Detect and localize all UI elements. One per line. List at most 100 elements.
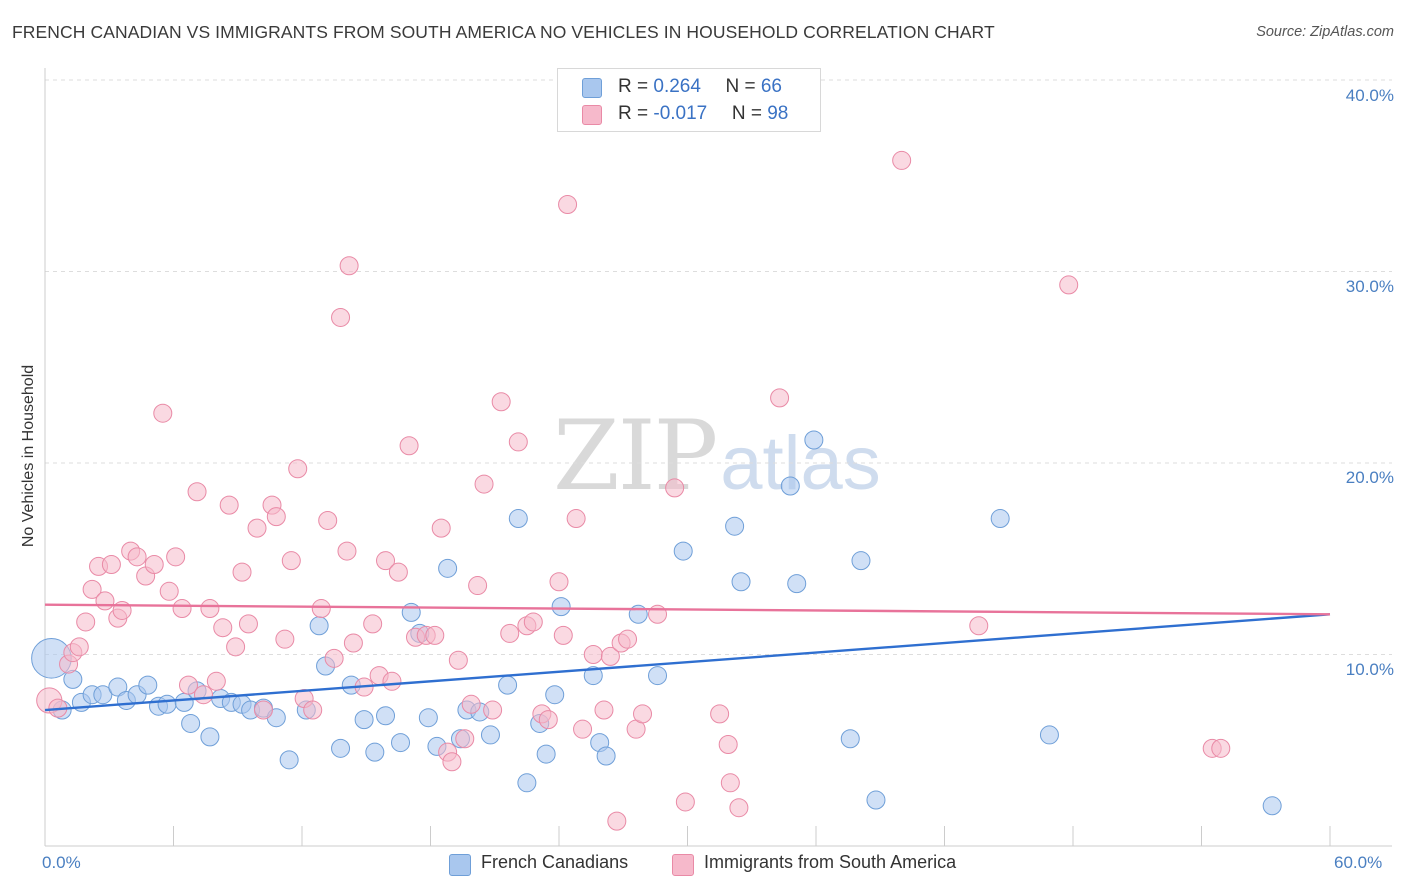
south-america-point bbox=[461, 694, 481, 714]
french-canadians-point bbox=[536, 744, 556, 764]
south-america-point bbox=[303, 700, 323, 720]
south-america-point bbox=[399, 436, 419, 456]
south-america-point bbox=[69, 637, 89, 657]
south-america-point bbox=[538, 710, 558, 730]
french-canadians-point bbox=[1262, 796, 1282, 816]
n-label: N = bbox=[731, 103, 768, 124]
french-canadians-point bbox=[181, 713, 201, 733]
south-america-point bbox=[633, 704, 653, 724]
south-america-point bbox=[288, 459, 308, 479]
x-tick-label-min: 0.0% bbox=[42, 853, 81, 872]
south-america-point bbox=[144, 554, 164, 574]
south-america-point bbox=[718, 735, 738, 755]
south-america-point bbox=[1059, 275, 1079, 295]
french-canadians-point bbox=[508, 509, 528, 529]
french-canadians-point bbox=[93, 685, 113, 705]
french-canadians-point bbox=[391, 733, 411, 753]
south-america-point bbox=[729, 798, 749, 818]
french-canadians-point bbox=[840, 729, 860, 749]
french-canadians-point bbox=[331, 738, 351, 758]
french-canadians-point bbox=[108, 677, 128, 697]
south-america-point bbox=[448, 650, 468, 670]
south-america-point bbox=[172, 599, 192, 619]
south-america-point bbox=[95, 591, 115, 611]
south-america-point bbox=[566, 509, 586, 529]
south-america-point bbox=[583, 645, 603, 664]
south-america-point bbox=[178, 675, 198, 695]
source-label: Source: ZipAtlas.com bbox=[1256, 24, 1394, 40]
french-canadians-point bbox=[648, 666, 668, 686]
legend-label: French Canadians bbox=[481, 852, 629, 872]
south-america-point bbox=[549, 572, 569, 592]
south-america-point bbox=[281, 551, 301, 571]
south-america-point bbox=[468, 576, 488, 596]
french-canadians-point bbox=[376, 706, 396, 726]
south-america-point bbox=[275, 629, 295, 649]
south-america-point bbox=[431, 518, 451, 538]
french-canadians-point bbox=[401, 602, 421, 622]
south-america-point bbox=[318, 510, 338, 530]
french-canadians-point bbox=[583, 666, 603, 686]
n-value: 98 bbox=[767, 103, 789, 124]
south-america-trend-line bbox=[44, 603, 1331, 616]
french-canadians-point bbox=[438, 558, 458, 578]
pink-swatch bbox=[582, 105, 602, 125]
south-america-point bbox=[442, 752, 462, 772]
south-america-point bbox=[675, 792, 695, 812]
south-america-point bbox=[523, 612, 543, 632]
south-america-point bbox=[343, 633, 363, 653]
south-america-point bbox=[508, 432, 528, 452]
south-america-point bbox=[710, 704, 730, 724]
south-america-point bbox=[324, 648, 344, 668]
south-america-point bbox=[969, 616, 989, 636]
n-value: 66 bbox=[760, 76, 782, 97]
south-america-point bbox=[892, 150, 912, 170]
r-value: 0.264 bbox=[653, 76, 701, 97]
r-value: -0.017 bbox=[653, 103, 708, 124]
french-canadians-trend-line bbox=[44, 613, 1331, 712]
y-axis-label: No Vehicles in Household bbox=[20, 364, 37, 548]
series-legend: French Canadians Immigrants from South A… bbox=[0, 852, 1406, 878]
french-canadians-point bbox=[551, 597, 571, 617]
south-america-point bbox=[187, 482, 207, 502]
y-tick-label-30: 30.0% bbox=[1345, 277, 1394, 296]
south-america-point bbox=[153, 403, 173, 423]
south-america-point bbox=[553, 625, 573, 645]
south-america-point bbox=[594, 700, 614, 720]
south-america-point bbox=[219, 495, 239, 515]
south-america-point bbox=[558, 194, 578, 214]
south-america-point bbox=[127, 547, 147, 567]
south-america-point bbox=[206, 671, 226, 691]
south-america-point bbox=[382, 671, 402, 691]
south-america-point bbox=[200, 599, 220, 619]
south-america-point bbox=[311, 599, 331, 619]
french-canadians-point bbox=[309, 616, 329, 636]
blue-swatch bbox=[449, 854, 471, 876]
south-america-point bbox=[213, 618, 233, 638]
south-america-point bbox=[770, 388, 790, 408]
south-america-point bbox=[76, 612, 96, 632]
french-canadians-point bbox=[498, 675, 518, 695]
stats-legend: R = 0.264 N = 66 R = -0.017 N = 98 bbox=[557, 68, 821, 132]
south-america-point bbox=[193, 685, 213, 705]
watermark-zip: ZIP bbox=[553, 400, 718, 512]
y-tick-label-20: 20.0% bbox=[1345, 468, 1394, 487]
french-canadians-point bbox=[990, 509, 1010, 529]
south-america-point bbox=[101, 554, 121, 574]
south-america-point bbox=[337, 541, 357, 561]
south-america-point bbox=[331, 307, 351, 327]
south-america-point bbox=[455, 729, 475, 749]
south-america-point bbox=[82, 579, 102, 599]
south-america-point bbox=[363, 614, 383, 634]
south-america-point bbox=[618, 629, 638, 649]
french-canadians-point bbox=[866, 790, 886, 810]
south-america-point bbox=[232, 562, 252, 582]
south-america-point bbox=[425, 625, 445, 645]
south-america-point bbox=[483, 700, 503, 720]
french-canadians-point bbox=[804, 430, 824, 450]
french-canadians-point bbox=[517, 773, 537, 793]
south-america-point bbox=[388, 562, 408, 582]
south-america-point bbox=[159, 581, 179, 601]
pink-swatch bbox=[672, 854, 694, 876]
french-canadians-point bbox=[673, 541, 693, 561]
